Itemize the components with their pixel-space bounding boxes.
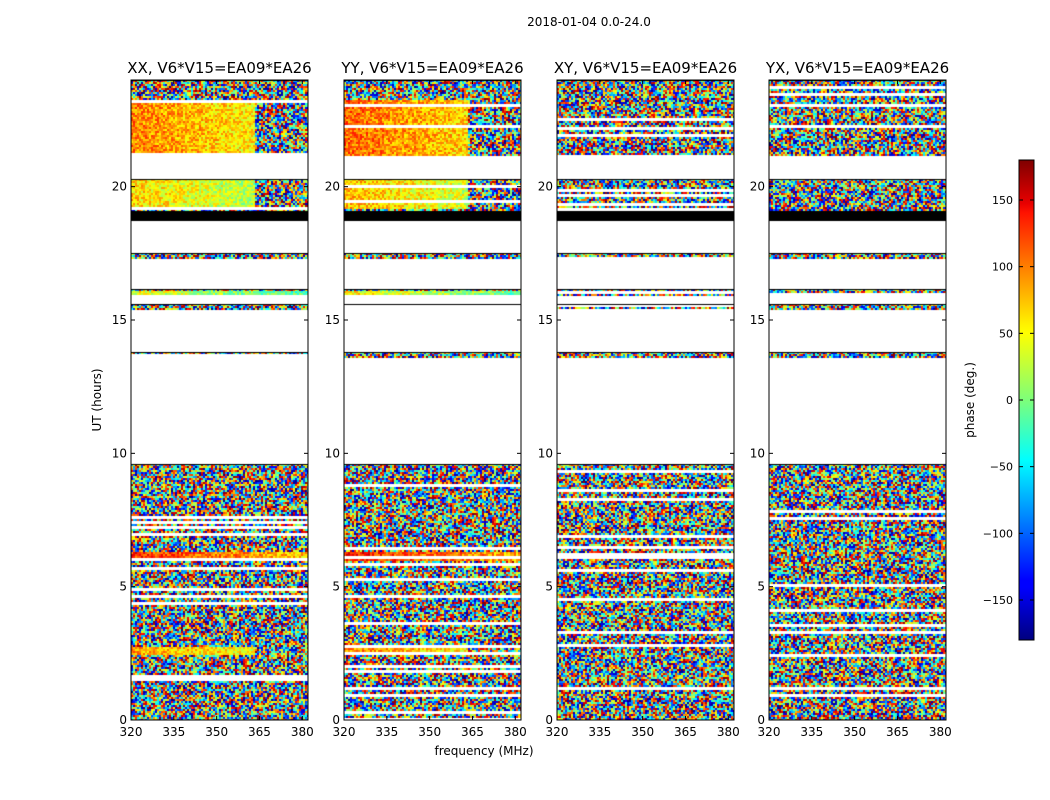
y-tick-label: 10: [538, 446, 553, 460]
x-tick-label: 380: [291, 725, 314, 739]
colorbar-tick-label: −50: [990, 461, 1013, 474]
y-axis-label: UT (hours): [90, 368, 104, 431]
x-tick-label: 365: [886, 725, 909, 739]
colorbar: 150 100 50 0 −50 −100 −150 phase (deg.): [963, 159, 1035, 641]
y-tick-label: 10: [325, 446, 340, 460]
y-tick-label: 15: [538, 313, 553, 327]
x-tick-label: 335: [800, 725, 823, 739]
y-tick-label: 5: [545, 580, 553, 594]
y-tick-label: 20: [538, 180, 553, 194]
y-tick-label: 0: [332, 713, 340, 727]
y-tick-label: 20: [750, 180, 765, 194]
x-axis-label: frequency (MHz): [434, 744, 533, 758]
x-tick-label: 335: [375, 725, 398, 739]
panel-title: YY, V6*V15=EA09*EA26: [340, 59, 523, 77]
panel-title: XY, V6*V15=EA09*EA26: [554, 59, 737, 77]
y-tick-label: 0: [545, 713, 553, 727]
panel-title: XX, V6*V15=EA09*EA26: [127, 59, 311, 77]
x-tick-label: 320: [546, 725, 569, 739]
panels: XX, V6*V15=EA09*EA26 320 335 350 365 380 0 5 10 1…: [112, 59, 952, 739]
y-tick-label: 0: [757, 713, 765, 727]
y-tick-label: 15: [112, 313, 127, 327]
phase-canvas: [131, 80, 308, 720]
panel-frame: [768, 79, 947, 721]
phase-raster-xx: [131, 80, 308, 720]
panel-frame: [343, 79, 522, 721]
colorbar-tick-label: 150: [992, 194, 1013, 207]
colorbar-tick-label: 0: [1006, 394, 1013, 407]
x-tick-label: 380: [504, 725, 527, 739]
x-tick-label: 335: [588, 725, 611, 739]
colorbar-tick-label: 100: [992, 261, 1013, 274]
colorbar-tick-label: −100: [983, 527, 1013, 540]
figure-suptitle: 2018-01-04 0.0-24.0: [527, 15, 651, 29]
y-tick-label: 0: [119, 713, 127, 727]
x-tick-label: 365: [674, 725, 697, 739]
panel-frame: [556, 79, 735, 721]
y-tick-label: 20: [112, 180, 127, 194]
x-tick-label: 350: [843, 725, 866, 739]
colorbar-tick-label: −150: [983, 594, 1013, 607]
x-tick-label: 320: [758, 725, 781, 739]
y-tick-label: 15: [750, 313, 765, 327]
panel-xy: XY, V6*V15=EA09*EA26 320 335 350 365 380 0 5 10 1…: [538, 59, 740, 739]
y-tick-label: 5: [757, 580, 765, 594]
x-tick-label: 320: [120, 725, 143, 739]
x-tick-label: 365: [248, 725, 271, 739]
y-tick-label: 5: [119, 580, 127, 594]
x-tick-label: 350: [631, 725, 654, 739]
x-tick-label: 380: [717, 725, 740, 739]
panel-xx: XX, V6*V15=EA09*EA26 320 335 350 365 380 0 5 10 1…: [112, 59, 314, 739]
y-tick-label: 10: [750, 446, 765, 460]
colorbar-tick-label: 50: [999, 327, 1013, 340]
x-tick-label: 365: [461, 725, 484, 739]
phase-canvas: [769, 80, 946, 720]
phase-raster-xy: [557, 80, 734, 720]
y-tick-label: 20: [325, 180, 340, 194]
colorbar-label: phase (deg.): [963, 362, 977, 438]
panel-frame: [130, 79, 309, 721]
panel-yy: YY, V6*V15=EA09*EA26 320 335 350 365 380 0 5 10 1…: [325, 59, 527, 739]
y-tick-label: 15: [325, 313, 340, 327]
y-tick-label: 5: [332, 580, 340, 594]
phase-raster-yx: [769, 80, 946, 720]
phase-raster-yy: [344, 80, 521, 720]
panel-yx: YX, V6*V15=EA09*EA26 320 335 350 365 380 0 5 10 1…: [750, 59, 952, 739]
phase-canvas: [557, 80, 734, 720]
x-tick-label: 380: [929, 725, 952, 739]
panel-title: YX, V6*V15=EA09*EA26: [765, 59, 949, 77]
x-tick-label: 350: [205, 725, 228, 739]
phase-canvas: [344, 80, 521, 720]
x-tick-label: 320: [333, 725, 356, 739]
x-tick-label: 335: [162, 725, 185, 739]
y-tick-label: 10: [112, 446, 127, 460]
colorbar-ticks: 150 100 50 0 −50 −100 −150: [983, 194, 1034, 607]
x-tick-label: 350: [418, 725, 441, 739]
